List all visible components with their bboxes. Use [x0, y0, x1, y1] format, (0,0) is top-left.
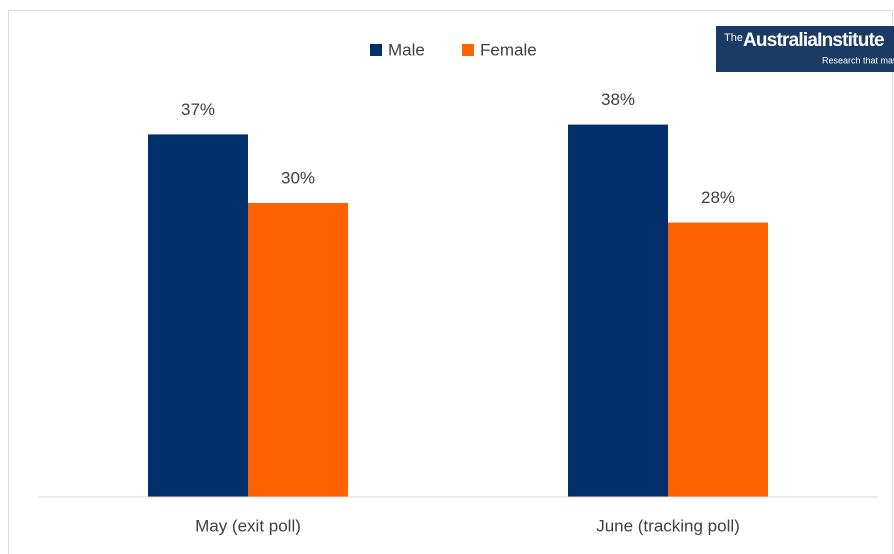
legend-swatch — [462, 44, 474, 56]
bar — [248, 203, 348, 497]
logo-prefix: The — [724, 32, 743, 44]
legend-swatch — [370, 44, 382, 56]
bar — [568, 124, 668, 497]
x-tick-label: June (tracking poll) — [596, 516, 740, 535]
data-label: 38% — [601, 90, 635, 109]
logo-name: AustraliaInstitute — [743, 30, 884, 51]
data-label: 37% — [181, 100, 215, 119]
bar — [668, 222, 768, 497]
logo-background — [716, 26, 894, 72]
legend-label: Female — [480, 40, 537, 59]
data-label: 30% — [281, 168, 315, 187]
legend-label: Male — [388, 40, 425, 59]
bar — [148, 134, 248, 497]
logo-tagline: Research that matters — [822, 55, 894, 65]
data-label: 28% — [701, 188, 735, 207]
x-tick-label: May (exit poll) — [195, 516, 301, 535]
